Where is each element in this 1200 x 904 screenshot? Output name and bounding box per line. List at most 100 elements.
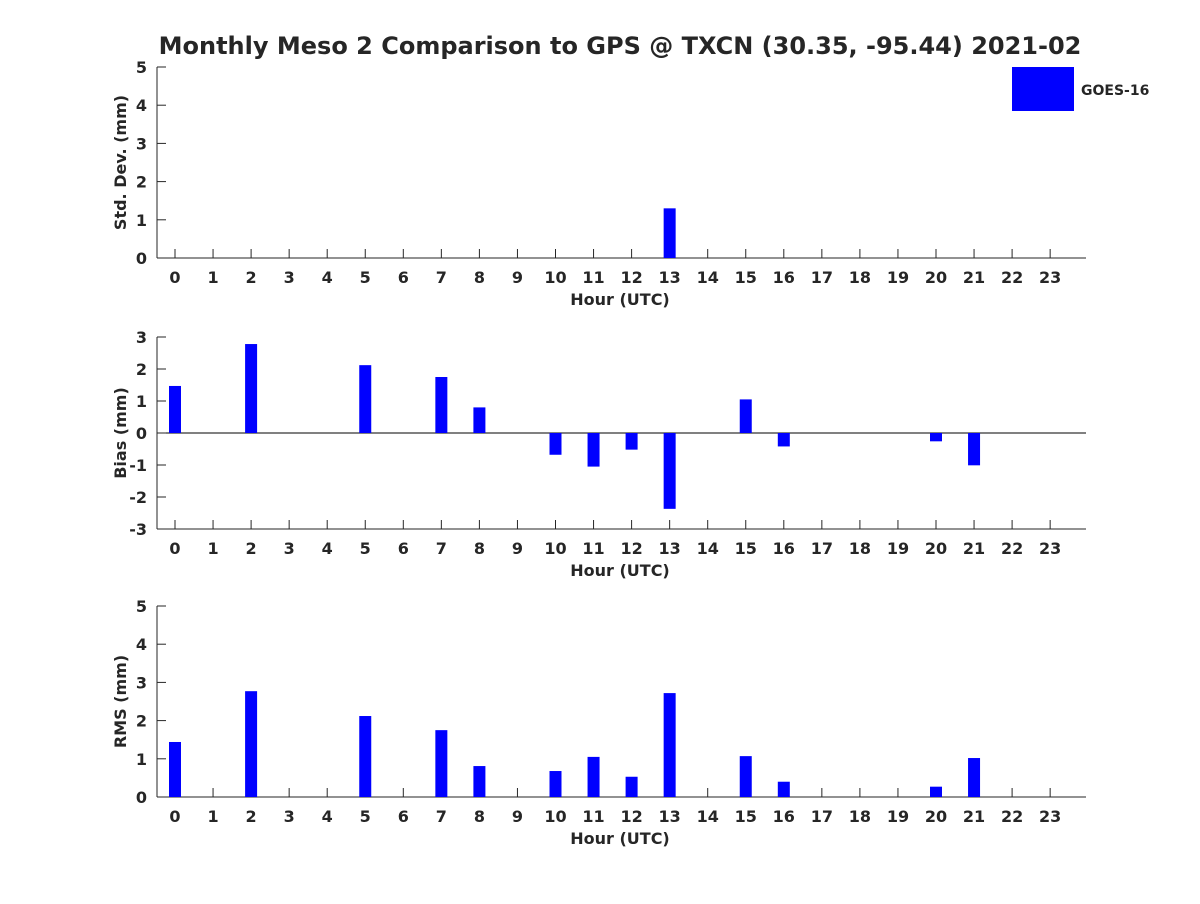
y-tick-label: -3 (129, 520, 147, 539)
x-tick-label: 2 (246, 539, 257, 558)
x-tick-label: 20 (925, 807, 947, 826)
x-tick-label: 4 (322, 539, 333, 558)
bar-hour-7 (435, 377, 448, 433)
bar-hour-12 (625, 776, 638, 797)
x-tick-label: 12 (620, 807, 642, 826)
x-tick-label: 22 (1001, 539, 1023, 558)
x-tick-label: 5 (360, 539, 371, 558)
bar-hour-20 (930, 433, 942, 442)
y-axis-label: Bias (mm) (111, 387, 130, 479)
x-tick-label: 17 (811, 539, 833, 558)
chart-title: Monthly Meso 2 Comparison to GPS @ TXCN … (159, 32, 1082, 60)
x-tick-label: 2 (246, 807, 257, 826)
x-tick-label: 14 (697, 807, 719, 826)
bar-hour-16 (777, 781, 790, 797)
x-tick-label: 22 (1001, 268, 1023, 287)
x-tick-label: 18 (849, 539, 871, 558)
bar-hour-15 (739, 756, 752, 797)
x-tick-label: 9 (512, 539, 523, 558)
y-tick-label: 1 (136, 392, 147, 411)
x-tick-label: 21 (963, 268, 985, 287)
x-tick-label: 14 (697, 268, 719, 287)
x-tick-label: 11 (582, 807, 604, 826)
x-tick-label: 8 (474, 268, 485, 287)
x-tick-label: 9 (512, 268, 523, 287)
bar-hour-8 (473, 766, 486, 797)
y-axis-label: RMS (mm) (111, 655, 130, 748)
y-tick-label: 3 (136, 134, 147, 153)
x-tick-label: 6 (398, 807, 409, 826)
x-tick-label: 17 (811, 268, 833, 287)
bar-hour-10 (549, 771, 562, 797)
x-tick-label: 0 (169, 807, 180, 826)
bar-hour-21 (968, 758, 981, 797)
x-tick-label: 0 (169, 268, 180, 287)
x-tick-label: 13 (659, 539, 681, 558)
x-tick-label: 19 (887, 807, 909, 826)
y-tick-label: 3 (136, 328, 147, 347)
x-tick-label: 21 (963, 539, 985, 558)
y-tick-label: 3 (136, 673, 147, 692)
y-tick-label: 0 (136, 788, 147, 807)
x-tick-label: 12 (620, 539, 642, 558)
x-tick-label: 16 (773, 268, 795, 287)
x-tick-label: 1 (207, 268, 218, 287)
y-tick-label: 0 (136, 424, 147, 443)
x-tick-label: 19 (887, 539, 909, 558)
y-tick-label: 2 (136, 173, 147, 192)
x-tick-label: 7 (436, 539, 447, 558)
y-tick-label: 1 (136, 211, 147, 230)
x-tick-label: 7 (436, 807, 447, 826)
x-tick-label: 3 (284, 539, 295, 558)
x-tick-label: 9 (512, 807, 523, 826)
x-tick-label: 20 (925, 268, 947, 287)
x-tick-label: 10 (544, 268, 566, 287)
y-tick-label: 4 (136, 96, 147, 115)
y-tick-label: 5 (136, 58, 147, 77)
x-tick-label: 7 (436, 268, 447, 287)
y-tick-label: 2 (136, 360, 147, 379)
x-tick-label: 18 (849, 807, 871, 826)
y-tick-label: 4 (136, 635, 147, 654)
x-tick-label: 0 (169, 539, 180, 558)
bar-hour-2 (245, 344, 258, 433)
x-tick-label: 18 (849, 268, 871, 287)
x-tick-label: 1 (207, 807, 218, 826)
x-tick-label: 4 (322, 268, 333, 287)
bar-hour-21 (968, 433, 981, 466)
x-tick-label: 6 (398, 539, 409, 558)
bar-hour-16 (777, 433, 790, 447)
x-tick-label: 16 (773, 807, 795, 826)
bar-hour-5 (359, 716, 372, 797)
x-tick-label: 3 (284, 268, 295, 287)
x-tick-label: 1 (207, 539, 218, 558)
x-tick-label: 13 (659, 807, 681, 826)
x-tick-label: 6 (398, 268, 409, 287)
x-tick-label: 8 (474, 539, 485, 558)
x-tick-label: 23 (1039, 807, 1061, 826)
bar-hour-10 (549, 433, 562, 455)
x-tick-label: 8 (474, 807, 485, 826)
x-tick-label: 3 (284, 807, 295, 826)
x-axis-label: Hour (UTC) (570, 829, 670, 848)
bar-hour-11 (587, 756, 600, 797)
bar-hour-13 (663, 208, 676, 258)
y-tick-label: -1 (129, 456, 147, 475)
bar-hour-5 (359, 365, 372, 433)
x-tick-label: 23 (1039, 539, 1061, 558)
bar-hour-11 (587, 433, 600, 467)
x-tick-label: 10 (544, 539, 566, 558)
legend-swatch (1012, 67, 1074, 111)
x-tick-label: 5 (360, 268, 371, 287)
y-tick-label: 5 (136, 597, 147, 616)
x-tick-label: 15 (735, 807, 757, 826)
x-tick-label: 12 (620, 268, 642, 287)
x-tick-label: 5 (360, 807, 371, 826)
bar-hour-20 (930, 786, 942, 797)
y-tick-label: -2 (129, 488, 147, 507)
x-tick-label: 15 (735, 539, 757, 558)
